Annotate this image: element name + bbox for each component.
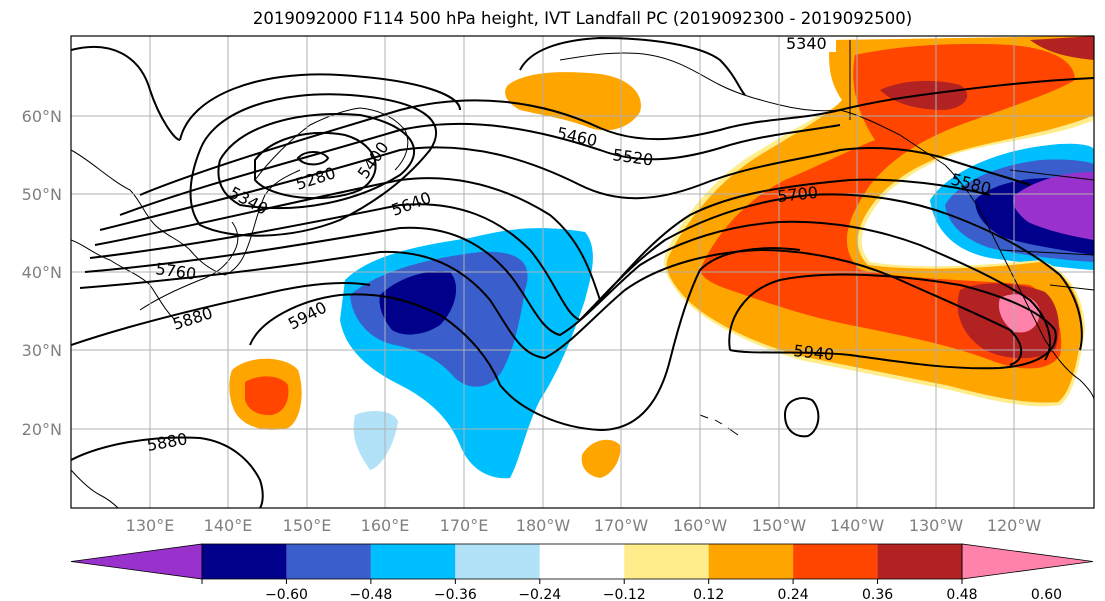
colorbar-tick-label: 0.12	[693, 587, 724, 601]
contour-5280-low	[254, 132, 377, 200]
colorbar-tick-label: −0.12	[603, 587, 646, 601]
coast-philippines	[71, 469, 119, 508]
longitude-labels: 130°E 140°E 150°E 160°E 170°E 180°W 170°…	[126, 516, 1042, 535]
height-contours	[71, 36, 1094, 508]
contour-outer-w	[71, 45, 181, 141]
colorbar: −0.60 −0.48 −0.36 −0.24 −0.12 0.12 0.24 0.36 0.4…	[70, 543, 1094, 601]
ivt-positive-orange-small-s	[581, 439, 621, 478]
colorbar-tick-label: −0.36	[434, 587, 477, 601]
colorbar-tick-label: 0.24	[778, 587, 809, 601]
contour-ring-b	[179, 73, 461, 141]
ivt-positive-darkred-ne	[1030, 36, 1094, 60]
contour-label-5520: 5520	[611, 145, 654, 169]
contour-ring-a	[189, 93, 437, 237]
coast-alaska	[559, 52, 946, 166]
ivt-positive-red-inner-w	[245, 376, 289, 416]
lon-label-160e: 160°E	[361, 516, 410, 535]
lat-label-30n: 30°N	[22, 341, 62, 360]
lon-label-130w: 130°W	[909, 516, 964, 535]
ivt-negative-east-purple	[1013, 172, 1094, 240]
contour-inner-low	[296, 151, 330, 166]
ivt-negative-light-small	[353, 410, 398, 470]
contour-label-5880: 5880	[170, 303, 215, 334]
lat-label-50n: 50°N	[22, 185, 62, 204]
contour-5880-south	[71, 436, 264, 508]
contour-5880-main	[71, 282, 371, 346]
lon-label-170w: 170°W	[594, 516, 649, 535]
contour-small-ring	[783, 397, 820, 438]
contour-label-5940-e: 5940	[793, 341, 835, 364]
lon-label-180w: 180°W	[516, 516, 571, 535]
colorbar-swatch	[708, 544, 794, 579]
lon-label-170e: 170°E	[440, 516, 489, 535]
contour-5940-east	[728, 273, 1057, 370]
lon-label-150w: 150°W	[752, 516, 807, 535]
coast-kamchatka	[254, 107, 409, 181]
colorbar-tick-label: −0.48	[349, 587, 392, 601]
colorbar-extend-low	[70, 543, 203, 580]
coast-hawaii	[699, 414, 739, 436]
colorbar-swatch	[286, 544, 371, 579]
lat-label-60n: 60°N	[22, 107, 62, 126]
lon-label-120w: 120°W	[987, 516, 1042, 535]
colorbar-swatch	[370, 544, 456, 579]
map-plot-area	[71, 36, 1094, 508]
contour-north-alaska	[519, 36, 746, 96]
lat-label-20n: 20°N	[22, 420, 62, 439]
ivt-positive-pink-ca	[998, 294, 1040, 333]
lon-label-140w: 140°W	[830, 516, 885, 535]
colorbar-tick-label: 0.36	[862, 587, 893, 601]
contour-5640	[94, 177, 991, 302]
ivt-negative-dark	[379, 271, 457, 335]
map-title: 2019092000 F114 500 hPa height, IVT Land…	[252, 9, 913, 28]
contour-5760	[84, 220, 1051, 361]
colorbar-swatch	[455, 544, 540, 579]
contour-label-5700: 5700	[776, 183, 818, 206]
colorbar-tick-label: −0.60	[265, 587, 308, 601]
colorbar-swatch	[624, 544, 709, 579]
contour-label-5340: 5340	[786, 34, 827, 53]
contour-5700	[89, 193, 1083, 351]
contour-5580	[99, 146, 1031, 231]
colorbar-tick-label: 0.48	[946, 587, 977, 601]
coast-na-west	[944, 164, 1094, 401]
contour-5340-w	[217, 113, 416, 210]
coast-us-states	[849, 40, 1094, 291]
latitude-labels: 60°N 50°N 40°N 30°N 20°N	[22, 107, 62, 439]
contour-label-5880-s: 5880	[145, 429, 188, 455]
coastlines	[71, 40, 1094, 508]
map-frame	[70, 35, 1095, 509]
colorbar-frame	[201, 543, 963, 580]
colorbar-swatch	[202, 544, 287, 579]
contour-label-bg-5340	[786, 34, 836, 52]
colorbar-extend-high	[961, 543, 1094, 580]
lon-label-150e: 150°E	[283, 516, 332, 535]
colorbar-tick-label: 0.60	[1031, 587, 1062, 601]
contour-label-5640: 5640	[389, 188, 434, 220]
lon-label-140e: 140°E	[204, 516, 253, 535]
contour-5820	[79, 248, 1023, 366]
colorbar-swatch	[793, 544, 878, 579]
colorbar-tick-label: −0.24	[518, 587, 561, 601]
contour-label-5280: 5280	[293, 163, 338, 194]
colorbar-swatch	[539, 544, 625, 579]
contour-5460	[139, 77, 1094, 196]
contour-label-5400: 5400	[354, 138, 393, 182]
contour-5520	[119, 122, 841, 216]
lon-label-130e: 130°E	[126, 516, 175, 535]
lat-label-40n: 40°N	[22, 263, 62, 282]
lon-label-160w: 160°W	[673, 516, 728, 535]
contour-5940-loop	[249, 247, 801, 432]
colorbar-swatch	[877, 544, 962, 579]
ivt-shading	[229, 36, 1094, 479]
